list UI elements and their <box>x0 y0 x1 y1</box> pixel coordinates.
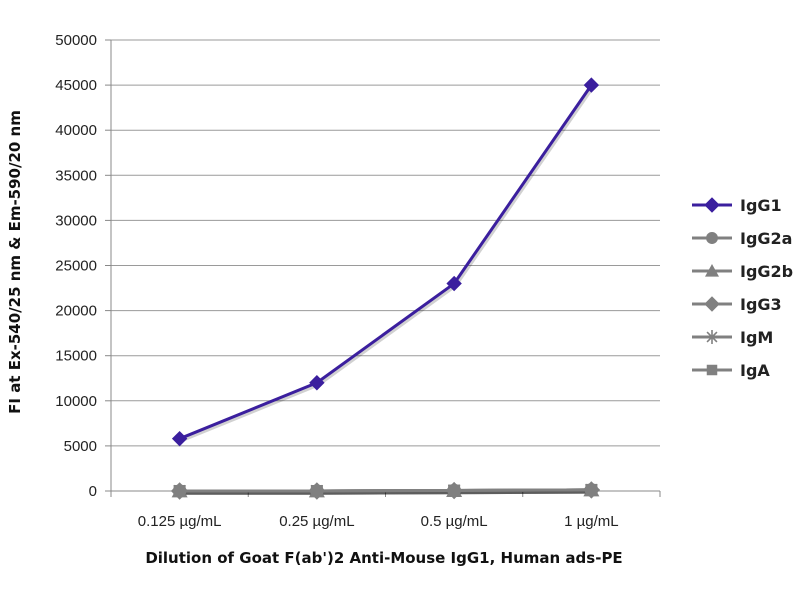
data-point <box>172 484 187 498</box>
x-tick-label: 0.25 µg/mL <box>279 513 354 530</box>
legend-item-igg2a: IgG2a <box>692 229 792 248</box>
x-tick-label: 0.5 µg/mL <box>421 513 488 530</box>
data-point <box>446 275 462 292</box>
legend-label: IgM <box>740 328 773 347</box>
series-line-shadow <box>181 490 593 495</box>
y-tick-label: 50000 <box>55 32 97 49</box>
data-point <box>310 484 324 498</box>
legend-marker <box>706 364 718 376</box>
y-tick-label: 25000 <box>55 258 97 275</box>
legend-marker <box>704 296 720 312</box>
y-tick-label: 5000 <box>64 438 97 455</box>
y-tick-label: 35000 <box>55 167 97 184</box>
series-igg1 <box>171 77 600 447</box>
legend: IgG1 IgG2a IgG2b IgG3 IgM IgA <box>692 196 793 380</box>
series-line-shadow <box>180 86 595 443</box>
x-tick-labels: 0.125 µg/mL 0.25 µg/mL 0.5 µg/mL 1 µg/mL <box>138 513 619 530</box>
y-tick-labels: 0 5000 10000 15000 20000 25000 30000 35000 40000… <box>55 32 97 500</box>
data-point <box>171 430 188 447</box>
legend-item-igg3: IgG3 <box>692 295 782 314</box>
data-point <box>583 77 600 93</box>
series-igg2a <box>172 483 599 498</box>
y-tick-label: 30000 <box>55 212 97 229</box>
gridlines <box>111 39 660 447</box>
x-tick-label: 1 µg/mL <box>564 513 619 530</box>
y-tick-label: 45000 <box>55 77 97 94</box>
x-axis-title: Dilution of Goat F(ab')2 Anti-Mouse IgG1… <box>145 549 622 567</box>
y-tick-label: 10000 <box>55 393 97 410</box>
y-axis-title: FI at Ex-540/25 nm & Em-590/20 nm <box>6 110 24 414</box>
legend-item-igg1: IgG1 <box>692 196 782 215</box>
series-line <box>179 488 592 493</box>
series-line-shadow <box>181 490 593 495</box>
legend-marker <box>706 232 718 244</box>
legend-item-igm: IgM <box>692 328 773 347</box>
y-tick-label: 15000 <box>55 348 97 365</box>
series-line-shadow <box>181 490 593 495</box>
star-stroke <box>706 331 718 343</box>
series-layer <box>170 77 601 500</box>
data-point <box>309 375 325 391</box>
series-line <box>179 84 593 441</box>
legend-marker <box>704 197 720 213</box>
legend-item-igg2b: IgG2b <box>692 262 793 281</box>
legend-label: IgG2b <box>740 262 793 281</box>
y-tick-label: 40000 <box>55 122 97 139</box>
x-tick-label: 0.125 µg/mL <box>138 513 222 530</box>
y-tick-label: 20000 <box>55 303 97 320</box>
series-line-shadow <box>181 490 593 495</box>
legend-marker <box>705 330 719 344</box>
legend-label: IgG3 <box>740 295 782 314</box>
y-tick-label: 0 <box>89 483 97 500</box>
data-point <box>584 483 599 497</box>
legend-label: IgA <box>740 361 770 380</box>
legend-label: IgG1 <box>740 196 782 215</box>
legend-marker <box>705 264 719 277</box>
data-point <box>447 483 461 498</box>
legend-item-iga: IgA <box>692 361 770 380</box>
legend-label: IgG2a <box>740 229 792 248</box>
series-line-shadow <box>181 490 593 495</box>
